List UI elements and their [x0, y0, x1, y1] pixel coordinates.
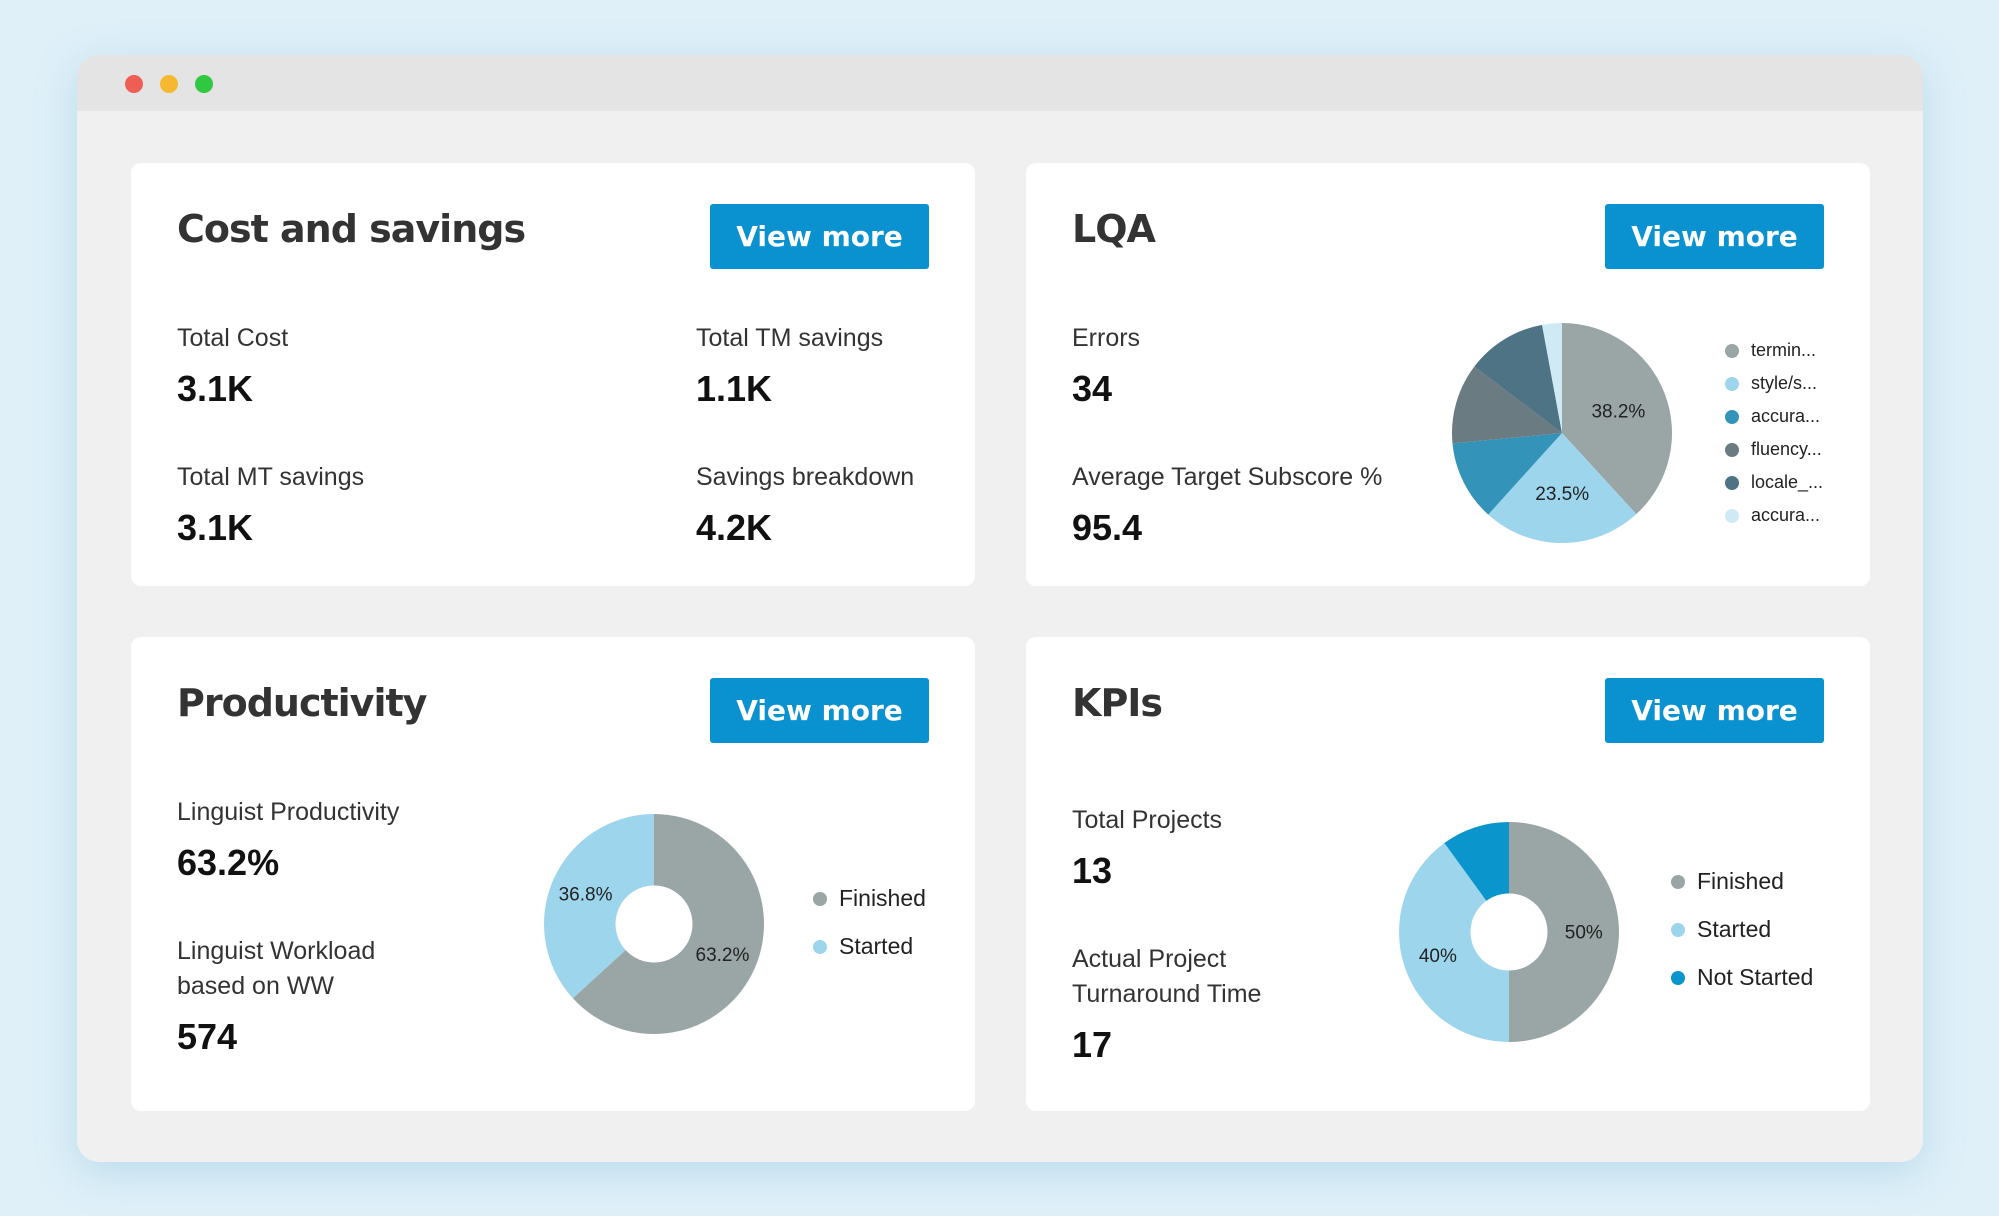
legend-label: locale_... — [1751, 472, 1824, 492]
legend-item: Started — [1671, 916, 1771, 943]
kpis-card: KPIs View more Total Projects 13 Actual … — [1026, 637, 1870, 1111]
legend-item: locale_... — [1725, 472, 1823, 493]
legend-swatch-icon — [813, 891, 827, 906]
slice-label: 50% — [1565, 923, 1603, 944]
legend-item: termin... — [1725, 340, 1816, 361]
slice-label: 36.8% — [559, 885, 613, 906]
legend-label: style/s... — [1751, 373, 1818, 393]
metric-label: Linguist Workload based on WW — [177, 937, 376, 1000]
legend-swatch-icon — [1725, 475, 1739, 490]
metric-value: 95.4 — [1072, 507, 1143, 548]
metric-value: 17 — [1072, 1024, 1113, 1065]
pie-slice-started — [1399, 843, 1509, 1042]
slice-label: 38.2% — [1591, 402, 1645, 423]
card-title: LQA — [1072, 207, 1156, 251]
metric-label: Errors — [1072, 324, 1141, 352]
cost-savings-card: Cost and savings View more Total Cost 3.… — [131, 163, 975, 586]
donut-hole — [1470, 893, 1548, 971]
pie-slice-styles — [1488, 433, 1637, 543]
pie-slice-accura — [1452, 433, 1562, 515]
metric-value: 4.2K — [696, 507, 773, 548]
view-more-button[interactable]: View more — [710, 204, 929, 269]
metric-label: Linguist Productivity — [177, 798, 400, 826]
productivity-donut-chart: 63.2% 36.8% — [544, 814, 764, 1034]
card-title: Cost and savings — [177, 207, 526, 251]
legend-item: accura... — [1725, 406, 1820, 427]
metric-label: Actual Project Turnaround Time — [1072, 945, 1262, 1008]
metric-value: 34 — [1072, 368, 1113, 409]
legend-label: accura... — [1751, 406, 1821, 426]
metric-value: 3.1K — [177, 507, 254, 548]
lqa-pie-chart: 38.2% 23.5% — [1452, 323, 1672, 543]
pie-slice-started — [544, 814, 654, 999]
legend-swatch-icon — [813, 939, 827, 954]
legend-swatch-icon — [1725, 343, 1739, 358]
legend-swatch-icon — [1725, 508, 1739, 523]
lqa-card: LQA View more Errors 34 Average Target S… — [1026, 163, 1870, 586]
metric-value: 13 — [1072, 850, 1113, 891]
metric-label: Total Cost — [177, 324, 289, 352]
legend-label: Finished — [1697, 868, 1784, 894]
legend-item: Started — [813, 933, 913, 960]
pie-slice-termin — [1562, 323, 1672, 515]
view-more-button[interactable]: View more — [1605, 204, 1824, 269]
pie-slice-accura — [1542, 323, 1562, 433]
legend-item: Not Started — [1671, 964, 1813, 991]
productivity-card: Productivity View more Linguist Producti… — [131, 637, 975, 1111]
pie-slice-finished — [1509, 822, 1619, 1042]
metric-value: 3.1K — [177, 368, 254, 409]
maximize-button[interactable] — [195, 75, 213, 93]
legend-item: accura... — [1725, 505, 1820, 526]
pie-slice-fluency — [1452, 366, 1562, 444]
pie-slice-locale — [1474, 324, 1562, 433]
legend-label: accura... — [1751, 505, 1821, 525]
metric-label: Savings breakdown — [696, 463, 915, 491]
metric-value: 574 — [177, 1016, 238, 1057]
card-title: Productivity — [177, 681, 427, 725]
metric-label: Total TM savings — [696, 324, 884, 352]
title-bar — [77, 55, 1923, 111]
legend-swatch-icon — [1725, 376, 1739, 391]
legend-label: Not Started — [1697, 964, 1814, 990]
legend-swatch-icon — [1725, 409, 1739, 424]
legend-swatch-icon — [1671, 874, 1685, 889]
kpis-donut-chart: 50% 40% — [1399, 822, 1619, 1042]
view-more-button[interactable]: View more — [710, 678, 929, 743]
legend-label: Started — [839, 933, 914, 959]
slice-label: 40% — [1419, 946, 1457, 967]
close-button[interactable] — [125, 75, 143, 93]
legend-label: Started — [1697, 916, 1772, 942]
metric-label: Total Projects — [1072, 806, 1223, 834]
slice-label: 63.2% — [696, 945, 750, 966]
legend-item: fluency... — [1725, 439, 1822, 460]
legend-swatch-icon — [1671, 970, 1685, 985]
minimize-button[interactable] — [160, 75, 178, 93]
metric-value: 63.2% — [177, 842, 280, 883]
legend-label: termin... — [1751, 340, 1817, 360]
donut-hole — [615, 885, 693, 963]
card-title: KPIs — [1072, 681, 1163, 725]
legend-item: style/s... — [1725, 373, 1817, 394]
metric-label: Total MT savings — [177, 463, 365, 491]
legend-label: Finished — [839, 885, 926, 911]
legend-item: Finished — [813, 885, 926, 912]
browser-window: Cost and savings View more Total Cost 3.… — [77, 55, 1923, 1162]
metric-label: Average Target Subscore % — [1072, 463, 1383, 491]
metric-value: 1.1K — [696, 368, 773, 409]
legend-swatch-icon — [1725, 442, 1739, 457]
view-more-button[interactable]: View more — [1605, 678, 1824, 743]
legend-swatch-icon — [1671, 922, 1685, 937]
legend-label: fluency... — [1751, 439, 1822, 459]
legend-item: Finished — [1671, 868, 1784, 895]
slice-label: 23.5% — [1535, 484, 1589, 505]
